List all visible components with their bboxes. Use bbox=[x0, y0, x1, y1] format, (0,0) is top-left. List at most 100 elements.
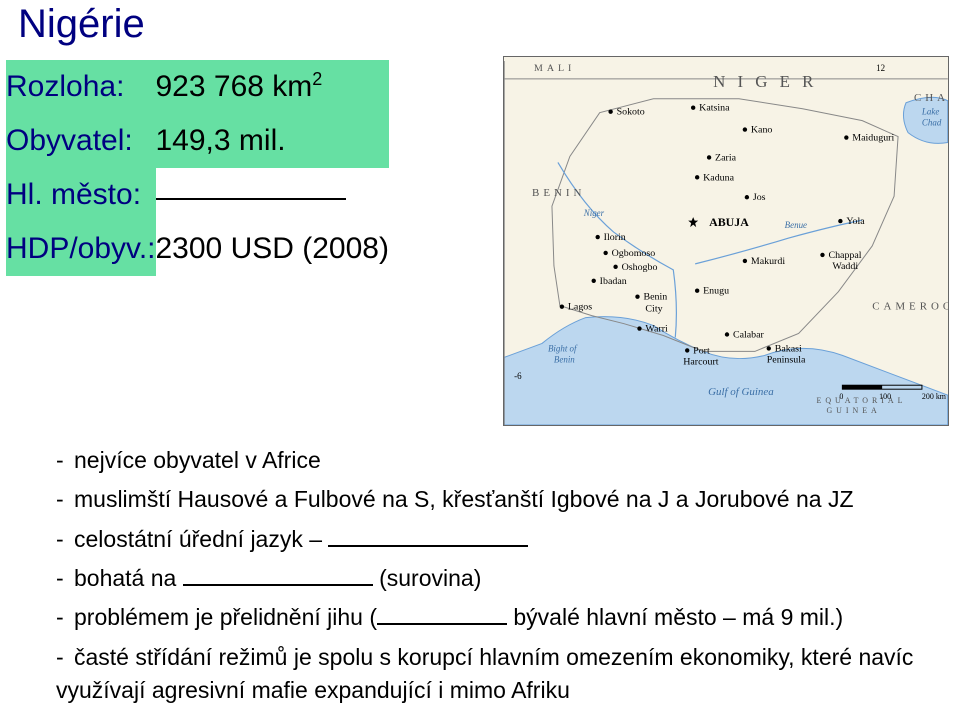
map-water-label: Lake bbox=[921, 107, 939, 117]
map-city-label: Kaduna bbox=[703, 172, 734, 183]
city-dot-icon bbox=[695, 289, 699, 293]
map-city-label: Warri bbox=[645, 324, 668, 335]
blank-field bbox=[328, 545, 528, 547]
map-city-label: Port bbox=[693, 345, 710, 356]
bullet-item: - celostátní úřední jazyk – bbox=[56, 523, 936, 556]
map-city-label: Chappal bbox=[828, 250, 861, 261]
city-dot-icon bbox=[596, 235, 600, 239]
map-country-label: BENIN bbox=[532, 187, 585, 199]
capital-star-icon bbox=[688, 217, 698, 227]
map-city-label: Enugu bbox=[703, 286, 729, 297]
city-dot-icon bbox=[838, 219, 842, 223]
map-city-label: Katsina bbox=[699, 103, 730, 114]
page-title: Nigérie bbox=[18, 2, 145, 47]
scale-label: 200 km bbox=[922, 392, 947, 401]
map-water-label: Chad bbox=[922, 118, 942, 128]
table-value: 923 768 km2 bbox=[156, 60, 389, 114]
bullet-text: nejvíce obyvatel v Africe bbox=[74, 447, 321, 473]
table-label: Obyvatel: bbox=[6, 114, 156, 168]
city-dot-icon bbox=[691, 106, 695, 110]
value-text: 2300 USD (2008) bbox=[156, 232, 389, 265]
value-text: 923 768 km bbox=[156, 70, 313, 103]
blank-field bbox=[377, 623, 507, 625]
map-country-label: GUINEA bbox=[826, 406, 880, 415]
bullet-text: problémem je přelidnění jihu ( bbox=[74, 604, 377, 630]
map-city-label: Harcourt bbox=[683, 356, 719, 367]
map-water-label: Benin bbox=[554, 354, 575, 364]
bullet-item: - muslimští Hausové a Fulbové na S, křes… bbox=[56, 483, 936, 516]
table-label: Rozloha: bbox=[6, 60, 156, 114]
bullet-text: celostátní úřední jazyk – bbox=[74, 526, 328, 552]
map-city-label: Ilorin bbox=[604, 232, 626, 243]
scale-label: 0 bbox=[839, 392, 843, 401]
bullet-dash: - bbox=[56, 641, 74, 674]
scale-bar-fill bbox=[842, 385, 882, 389]
city-dot-icon bbox=[743, 127, 747, 131]
map-city-label: Makurdi bbox=[751, 256, 785, 267]
scale-label: 100 bbox=[879, 392, 891, 401]
map-city-label: Waddi bbox=[832, 261, 858, 272]
city-dot-icon bbox=[603, 251, 607, 255]
map-country-label: CHAD bbox=[914, 92, 948, 104]
map-water-label: Niger bbox=[583, 208, 605, 218]
table-value: 149,3 mil. bbox=[156, 114, 389, 168]
bullet-item: - problémem je přelidnění jihu ( bývalé … bbox=[56, 601, 936, 634]
bullet-text: časté střídání režimů je spolu s korupcí… bbox=[56, 644, 913, 703]
table-label: Hl. město: bbox=[6, 168, 156, 222]
table-value: 2300 USD (2008) bbox=[156, 222, 389, 276]
map-water-label: Bight of bbox=[548, 343, 578, 353]
value-sup: 2 bbox=[312, 69, 322, 89]
city-dot-icon bbox=[695, 175, 699, 179]
map-country-label: MALI bbox=[534, 63, 575, 74]
city-dot-icon bbox=[608, 110, 612, 114]
bullet-dash: - bbox=[56, 444, 74, 477]
city-dot-icon bbox=[707, 155, 711, 159]
bullet-dash: - bbox=[56, 562, 74, 595]
map-city-label: City bbox=[645, 304, 662, 315]
map-city-label: Lagos bbox=[568, 302, 592, 313]
city-dot-icon bbox=[592, 279, 596, 283]
map-city-label: Zaria bbox=[715, 152, 737, 163]
map-city-label: Yola bbox=[846, 216, 865, 227]
map-water-label: Benue bbox=[785, 220, 807, 230]
city-dot-icon bbox=[820, 253, 824, 257]
table-label: HDP/obyv.: bbox=[6, 222, 156, 276]
map-city-label: Jos bbox=[753, 192, 766, 203]
map-city-label: Oshogbo bbox=[622, 262, 658, 273]
city-dot-icon bbox=[613, 265, 617, 269]
bullet-text: muslimští Hausové a Fulbové na S, křesťa… bbox=[74, 486, 854, 512]
map-city-label: Sokoto bbox=[617, 107, 645, 118]
map-city-label: Peninsula bbox=[767, 354, 806, 365]
map-water-label: Gulf of Guinea bbox=[708, 386, 774, 398]
bullet-dash: - bbox=[56, 483, 74, 516]
table-value bbox=[156, 168, 389, 222]
bullet-text-after: (surovina) bbox=[373, 565, 482, 591]
city-dot-icon bbox=[635, 295, 639, 299]
map-city-label: Maiduguri bbox=[852, 133, 894, 144]
map-city-label: Kano bbox=[751, 125, 773, 136]
bullet-text-after: bývalé hlavní město – má 9 mil.) bbox=[507, 604, 843, 630]
bullet-item: - časté střídání režimů je spolu s korup… bbox=[56, 641, 936, 708]
lon-tick-12: 12 bbox=[876, 63, 885, 73]
bullet-item: - bohatá na (surovina) bbox=[56, 562, 936, 595]
blank-field bbox=[183, 584, 373, 586]
city-dot-icon bbox=[745, 195, 749, 199]
map-city-label: Calabar bbox=[733, 329, 765, 340]
city-dot-icon bbox=[685, 348, 689, 352]
map-city-label: Benin bbox=[643, 292, 667, 303]
map-city-label: Bakasi bbox=[775, 343, 802, 354]
bullet-list: - nejvíce obyvatel v Africe- muslimští H… bbox=[56, 444, 936, 713]
blank-field bbox=[156, 198, 346, 200]
city-dot-icon bbox=[844, 135, 848, 139]
city-dot-icon bbox=[743, 259, 747, 263]
city-dot-icon bbox=[637, 326, 641, 330]
value-text: 149,3 mil. bbox=[156, 124, 286, 157]
nigeria-map: N I G E RMALIBENINCHADCAMEROONEQUATORIAL… bbox=[503, 56, 949, 426]
lon-tick-6: -6 bbox=[514, 371, 522, 381]
map-country-label: CAMEROON bbox=[872, 301, 948, 313]
map-capital-label: ABUJA bbox=[709, 215, 749, 229]
city-dot-icon bbox=[767, 346, 771, 350]
city-dot-icon bbox=[560, 304, 564, 308]
city-dot-icon bbox=[725, 332, 729, 336]
bullet-item: - nejvíce obyvatel v Africe bbox=[56, 444, 936, 477]
